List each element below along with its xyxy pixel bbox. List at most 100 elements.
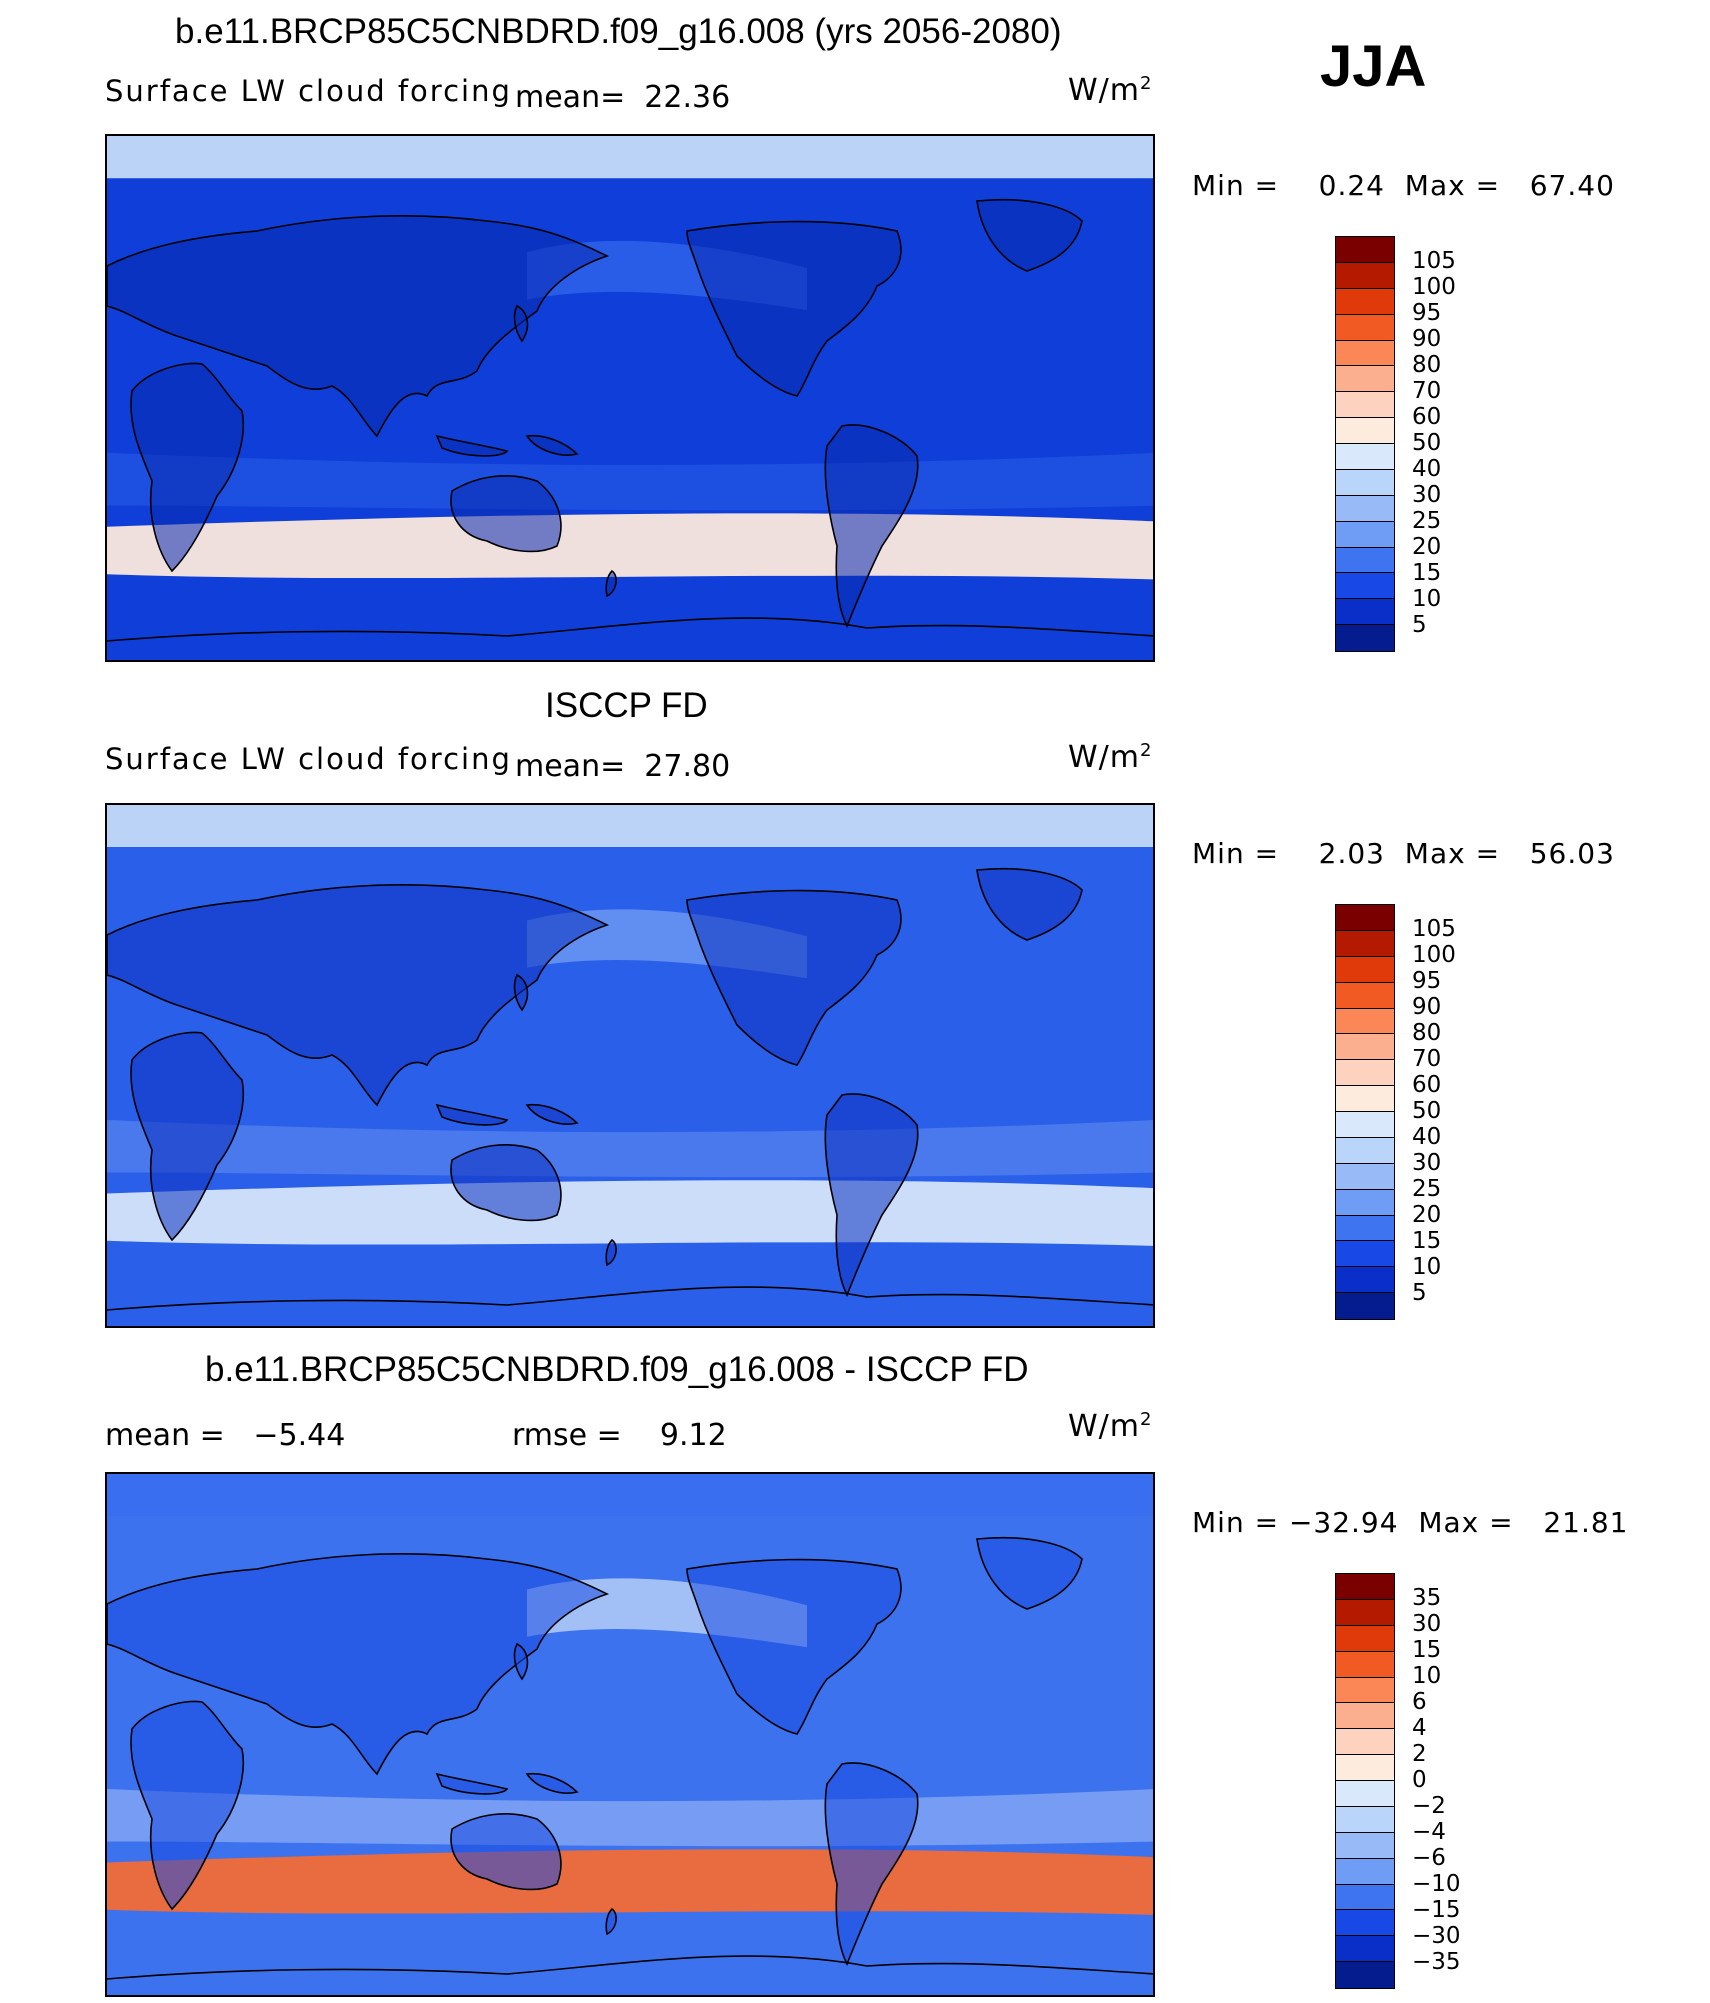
colorbar-swatch <box>1336 1060 1394 1087</box>
colorbar-swatch <box>1336 521 1394 548</box>
panel1-minmax: Min = 0.24 Max = 67.40 <box>1192 169 1615 202</box>
panel1-map <box>105 134 1155 662</box>
colorbar-swatch <box>1336 1034 1394 1061</box>
colorbar-tick-label: 100 <box>1412 274 1456 300</box>
colorbar-swatch <box>1336 1267 1394 1294</box>
colorbar-swatch <box>1336 1293 1394 1319</box>
colorbar-tick-label: 10 <box>1412 586 1442 612</box>
colorbar-tick-label: 25 <box>1412 508 1442 534</box>
panel2-field-label: Surface LW cloud forcing <box>105 742 512 776</box>
colorbar-tick-label: 70 <box>1412 378 1442 404</box>
panel3-title: b.e11.BRCP85C5CNBDRD.f09_g16.008 - ISCCP… <box>205 1350 1029 1389</box>
colorbar-tick-label: 80 <box>1412 1020 1442 1046</box>
colorbar-tick-label: 100 <box>1412 942 1456 968</box>
colorbar-swatch <box>1336 1086 1394 1112</box>
colorbar-tick-label: 0 <box>1412 1767 1427 1793</box>
colorbar-tick-label: −30 <box>1412 1923 1461 1949</box>
colorbar-swatch <box>1336 956 1394 983</box>
panel2-map <box>105 803 1155 1328</box>
colorbar-swatch <box>1336 1936 1394 1963</box>
colorbar-swatch <box>1336 1729 1394 1756</box>
colorbar-tick-label: 5 <box>1412 1280 1427 1306</box>
colorbar-tick-label: −6 <box>1412 1845 1446 1871</box>
panel2-minmax: Min = 2.03 Max = 56.03 <box>1192 837 1615 870</box>
panel3-mean: mean = −5.44 <box>105 1418 346 1453</box>
colorbar-tick-label: 20 <box>1412 534 1442 560</box>
colorbar-tick-label: 35 <box>1412 1585 1442 1611</box>
colorbar-swatch <box>1336 982 1394 1009</box>
colorbar-swatch <box>1336 547 1394 574</box>
colorbar-swatch <box>1336 1677 1394 1704</box>
colorbar-tick-label: 15 <box>1412 560 1442 586</box>
colorbar-swatch <box>1336 288 1394 315</box>
colorbar-tick-label: 30 <box>1412 482 1442 508</box>
colorbar-swatch <box>1336 599 1394 626</box>
colorbar-tick-label: −4 <box>1412 1819 1446 1845</box>
colorbar-tick-label: 70 <box>1412 1046 1442 1072</box>
colorbar-swatch <box>1336 1008 1394 1035</box>
panel2-mean: mean= 27.80 <box>515 749 731 784</box>
colorbar-swatch <box>1336 1884 1394 1911</box>
colorbar-tick-label: 90 <box>1412 326 1442 352</box>
colorbar-swatch <box>1336 1625 1394 1652</box>
colorbar-swatch <box>1336 1137 1394 1164</box>
colorbar-tick-label: 20 <box>1412 1202 1442 1228</box>
colorbar-swatch <box>1336 314 1394 341</box>
panel3-colorbar <box>1335 1573 1395 1989</box>
panel1-field-label: Surface LW cloud forcing <box>105 74 512 108</box>
colorbar-swatch <box>1336 1651 1394 1678</box>
colorbar-tick-label: −10 <box>1412 1871 1461 1897</box>
colorbar-swatch <box>1336 1962 1394 1988</box>
colorbar-swatch <box>1336 237 1394 263</box>
colorbar-tick-label: 95 <box>1412 300 1442 326</box>
colorbar-swatch <box>1336 905 1394 931</box>
colorbar-swatch <box>1336 573 1394 600</box>
colorbar-tick-label: 15 <box>1412 1228 1442 1254</box>
colorbar-tick-label: 105 <box>1412 248 1456 274</box>
colorbar-swatch <box>1336 1163 1394 1190</box>
colorbar-tick-label: 50 <box>1412 430 1442 456</box>
colorbar-tick-label: 6 <box>1412 1689 1427 1715</box>
colorbar-tick-label: 60 <box>1412 1072 1442 1098</box>
colorbar-swatch <box>1336 930 1394 957</box>
colorbar-swatch <box>1336 262 1394 289</box>
season-label: JJA <box>1320 34 1427 99</box>
panel2-colorbar <box>1335 904 1395 1320</box>
colorbar-swatch <box>1336 1241 1394 1268</box>
colorbar-swatch <box>1336 1755 1394 1781</box>
colorbar-swatch <box>1336 1832 1394 1859</box>
colorbar-tick-label: 50 <box>1412 1098 1442 1124</box>
colorbar-tick-label: 60 <box>1412 404 1442 430</box>
colorbar-tick-label: 4 <box>1412 1715 1427 1741</box>
colorbar-tick-label: 25 <box>1412 1176 1442 1202</box>
colorbar-tick-label: −2 <box>1412 1793 1446 1819</box>
colorbar-swatch <box>1336 418 1394 444</box>
panel2-title: ISCCP FD <box>545 686 708 725</box>
panel3-units: W/m2 <box>1068 1409 1153 1444</box>
colorbar-swatch <box>1336 1858 1394 1885</box>
panel1-colorbar <box>1335 236 1395 652</box>
colorbar-swatch <box>1336 1215 1394 1242</box>
colorbar-tick-label: 105 <box>1412 916 1456 942</box>
colorbar-swatch <box>1336 625 1394 651</box>
panel2-units: W/m2 <box>1068 740 1153 775</box>
colorbar-swatch <box>1336 495 1394 522</box>
colorbar-tick-label: 90 <box>1412 994 1442 1020</box>
panel1-title: b.e11.BRCP85C5CNBDRD.f09_g16.008 (yrs 20… <box>175 12 1062 51</box>
panel3-minmax: Min = −32.94 Max = 21.81 <box>1192 1506 1629 1539</box>
colorbar-tick-label: 2 <box>1412 1741 1427 1767</box>
colorbar-tick-label: 30 <box>1412 1611 1442 1637</box>
colorbar-tick-label: 80 <box>1412 352 1442 378</box>
colorbar-swatch <box>1336 444 1394 470</box>
colorbar-swatch <box>1336 340 1394 367</box>
colorbar-tick-label: 15 <box>1412 1637 1442 1663</box>
colorbar-swatch <box>1336 1703 1394 1730</box>
colorbar-swatch <box>1336 1910 1394 1937</box>
colorbar-swatch <box>1336 1189 1394 1216</box>
colorbar-swatch <box>1336 1574 1394 1600</box>
colorbar-tick-label: 30 <box>1412 1150 1442 1176</box>
panel1-mean: mean= 22.36 <box>515 80 731 115</box>
colorbar-swatch <box>1336 1806 1394 1833</box>
panel1-units: W/m2 <box>1068 73 1153 108</box>
colorbar-swatch <box>1336 366 1394 393</box>
